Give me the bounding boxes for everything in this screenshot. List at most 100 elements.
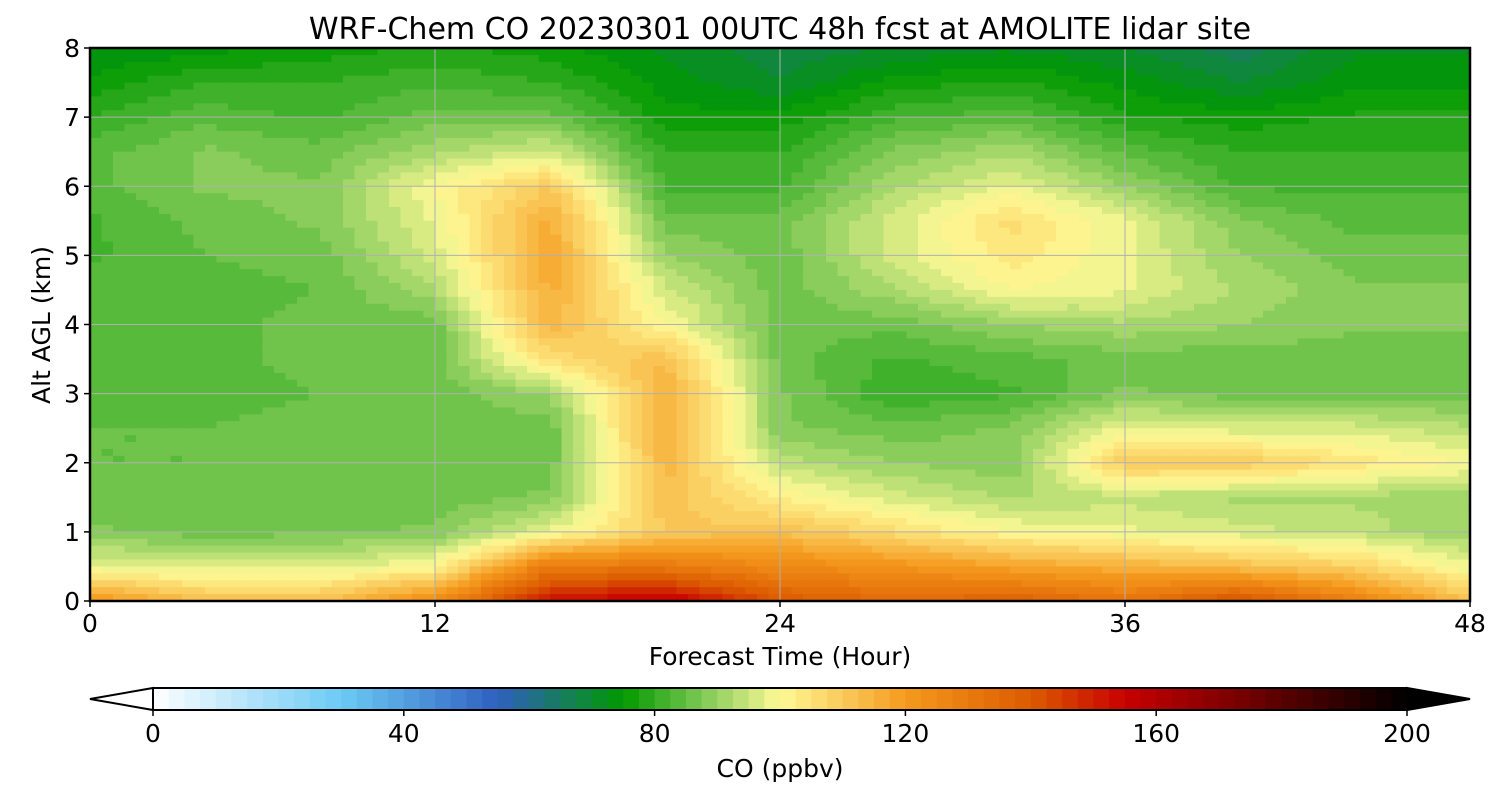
co-field-cell [216, 193, 229, 201]
co-field-cell [1194, 158, 1207, 167]
co-field-cell [964, 206, 977, 215]
co-field-cell [159, 234, 172, 243]
co-field-cell [1263, 317, 1276, 326]
co-field-cell [1010, 151, 1023, 160]
co-field-cell [814, 227, 827, 236]
co-field-cell [1251, 262, 1264, 270]
co-field-cell [527, 96, 540, 104]
co-field-cell [906, 61, 919, 70]
co-field-cell [814, 324, 827, 333]
co-field-cell [860, 48, 873, 56]
co-field-cell [1389, 54, 1402, 63]
co-field-cell [734, 262, 747, 270]
co-field-cell [1194, 234, 1207, 243]
co-field-cell [1366, 158, 1379, 167]
co-field-cell [239, 220, 252, 229]
co-field-cell [849, 296, 862, 305]
co-field-cell [941, 89, 954, 97]
co-field-cell [446, 165, 459, 174]
co-field-cell [1171, 206, 1184, 215]
co-field-cell [975, 289, 988, 298]
co-field-cell [630, 331, 643, 339]
co-field-cell [297, 130, 310, 139]
co-field-cell [1389, 193, 1402, 201]
co-field-cell [136, 103, 149, 111]
co-field-cell [975, 296, 988, 305]
co-field-cell [435, 110, 448, 118]
co-field-cell [101, 96, 114, 104]
co-field-cell [642, 137, 655, 146]
co-field-cell [1125, 283, 1138, 291]
co-field-cell [228, 68, 241, 77]
co-field-cell [1251, 186, 1264, 194]
co-field-cell [182, 220, 195, 229]
co-field-cell [987, 317, 1000, 326]
co-field-cell [101, 303, 114, 312]
co-field-cell [481, 310, 494, 319]
co-field-cell [561, 130, 574, 139]
co-field-cell [90, 89, 103, 97]
co-field-cell [90, 303, 103, 312]
co-field-cell [331, 213, 344, 222]
co-field-cell [1435, 324, 1448, 333]
co-field-cell [1297, 213, 1310, 222]
co-field-cell [366, 54, 379, 63]
co-field-cell [941, 151, 954, 160]
co-field-cell [469, 75, 482, 84]
co-field-cell [504, 82, 517, 91]
co-field-cell [1217, 193, 1230, 201]
co-field-cell [343, 172, 356, 180]
co-field-cell [1378, 193, 1391, 201]
co-field-cell [239, 269, 252, 277]
co-field-cell [941, 54, 954, 63]
co-field-cell [205, 283, 218, 291]
co-field-cell [435, 220, 448, 229]
co-field-cell [550, 48, 563, 56]
co-field-cell [343, 296, 356, 305]
co-field-cell [883, 234, 896, 243]
co-field-cell [1297, 193, 1310, 201]
co-field-cell [642, 151, 655, 160]
co-field-cell [826, 241, 839, 250]
co-field-cell [320, 144, 333, 153]
co-field-cell [297, 220, 310, 229]
co-field-cell [216, 48, 229, 56]
co-field-cell [596, 234, 609, 243]
co-field-cell [1205, 289, 1218, 298]
co-field-cell [1435, 54, 1448, 63]
co-field-cell [814, 206, 827, 215]
co-field-cell [1205, 283, 1218, 291]
co-field-cell [446, 310, 459, 319]
co-field-cell [1458, 172, 1470, 180]
co-field-cell [1113, 110, 1126, 118]
co-field-cell [239, 96, 252, 104]
co-field-cell [343, 75, 356, 84]
co-field-cell [1435, 303, 1448, 312]
co-field-cell [757, 82, 770, 91]
co-field-cell [1447, 61, 1460, 70]
co-field-cell [1389, 179, 1402, 187]
co-field-cell [1102, 324, 1115, 333]
co-field-cell [320, 48, 333, 56]
co-field-cell [1205, 61, 1218, 70]
co-field-cell [1251, 220, 1264, 229]
co-field-cell [101, 296, 114, 305]
co-field-cell [711, 234, 724, 243]
co-field-cell [481, 262, 494, 270]
co-field-cell [791, 317, 804, 326]
co-field-cell [1033, 220, 1046, 229]
co-field-cell [561, 61, 574, 70]
co-field-cell [1079, 158, 1092, 167]
co-field-cell [872, 137, 885, 146]
co-field-cell [941, 200, 954, 208]
co-field-cell [1056, 193, 1069, 201]
co-field-cell [768, 103, 781, 111]
co-field-cell [412, 110, 425, 118]
co-field-cell [699, 283, 712, 291]
co-field-cell [837, 54, 850, 63]
co-field-cell [872, 186, 885, 194]
co-field-cell [1343, 227, 1356, 236]
co-field-cell [147, 137, 160, 146]
co-field-cell [1447, 206, 1460, 215]
co-field-cell [504, 324, 517, 333]
